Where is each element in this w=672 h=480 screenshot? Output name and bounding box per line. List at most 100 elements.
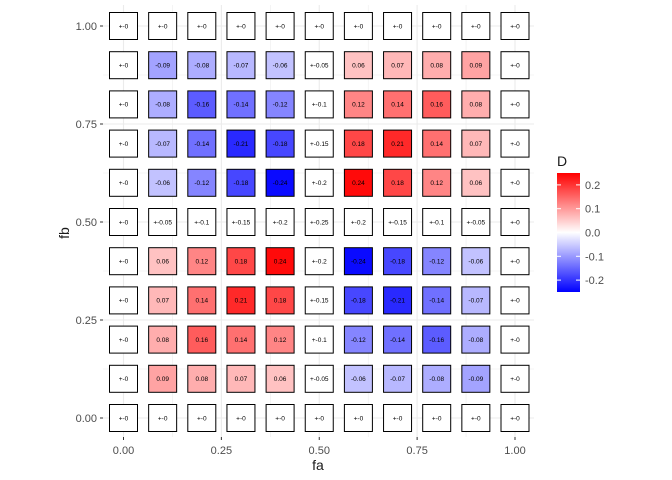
cell-value-label: -0.08 [194,63,209,70]
cell-value-label: +-0 [510,102,520,109]
heatmap-tile [304,286,334,315]
heatmap-tile [461,129,491,158]
heatmap-cell: 0.12 [343,90,373,119]
heatmap-tile [461,51,491,80]
cell-value-label: -0.24 [351,259,366,266]
heatmap-cell: +-0 [500,168,530,197]
cell-value-label: 0.06 [156,259,169,266]
cell-value-label: +-0 [354,415,364,422]
heatmap-tile [109,208,138,236]
heatmap-cell: +-0 [500,404,530,432]
heatmap-cell: -0.12 [422,247,452,276]
cell-value-label: 0.07 [156,298,169,305]
cell-value-label: +-0 [471,415,481,422]
heatmap-tile [226,404,256,432]
heatmap-tile [187,208,217,236]
cell-value-label: +-0 [314,23,324,30]
cell-value-label: +-0.05 [310,376,329,383]
heatmap-cell: +-0.2 [265,208,295,236]
heatmap-cell: 0.24 [265,247,295,276]
heatmap-cell: -0.08 [461,325,491,354]
heatmap-cell: 0.07 [148,286,178,315]
heatmap-tile [343,247,373,276]
heatmap-tile [461,168,491,197]
cell-value-label: +-0 [119,23,129,30]
heatmap-tile [461,12,491,40]
cell-value-label: -0.21 [234,141,249,148]
heatmap-tile [109,364,138,393]
x-axis-title: fa [312,457,324,473]
cell-value-label: -0.14 [234,102,249,109]
x-tick-label: 0.25 [211,445,232,457]
heatmap-cell: +-0.1 [304,90,334,119]
cell-value-label: +-0 [119,298,129,305]
cell-value-label: +-0 [432,415,442,422]
heatmap-tile [422,286,452,315]
heatmap-tile [148,286,178,315]
heatmap-cell: +-0.15 [304,286,334,315]
cell-value-label: +-0 [197,415,207,422]
cell-value-label: -0.12 [194,180,209,187]
heatmap-tile [187,12,217,40]
cell-value-label: 0.06 [470,180,483,187]
heatmap-tile [148,208,178,236]
cell-value-label: +-0 [158,23,168,30]
y-axis-title: fb [56,227,72,239]
heatmap-tile [109,286,138,315]
cell-value-label: +-0 [275,23,285,30]
cell-value-label: +-0 [119,337,129,344]
heatmap-tile [500,364,530,393]
heatmap-cell: +-0.1 [422,208,452,236]
cell-value-label: +-0 [119,180,129,187]
heatmap-cell: +-0 [500,51,530,80]
heatmap-tile [304,404,334,432]
heatmap-cell: +-0 [109,404,138,432]
heatmap-tile [226,208,256,236]
heatmap-tile [343,90,373,119]
heatmap-tile [422,247,452,276]
cell-value-label: -0.06 [155,180,170,187]
heatmap-cell: +-0 [265,12,295,40]
heatmap-cell: -0.06 [148,168,178,197]
cell-value-label: 0.08 [430,63,443,70]
color-legend: D 0.2 0.1 0.0 -0.1 -0.2 [557,153,604,292]
cell-value-label: -0.24 [273,180,288,187]
heatmap-tile [422,168,452,197]
heatmap-cell: +-0 [187,404,217,432]
heatmap-cell: +-0 [148,12,178,40]
heatmap-cell: 0.18 [383,168,413,197]
heatmap-cell: -0.14 [422,286,452,315]
cell-value-label: 0.16 [195,337,208,344]
cell-value-label: +-0 [510,219,520,226]
heatmap-tile [383,325,413,354]
heatmap-cell: 0.09 [461,51,491,80]
heatmap-cell: -0.12 [187,168,217,197]
heatmap-cell: +-0 [265,404,295,432]
heatmap-tile [422,129,452,158]
heatmap-cell: -0.08 [422,364,452,393]
heatmap-tile [422,208,452,236]
heatmap-tile [461,208,491,236]
tile-layer: +-0 +-0 +-0 +-0 +-0 +-0 +-0 +-0 +-0 +-0 +-0 +-0 0.09… [109,12,530,432]
heatmap-cell: +-0 [109,12,138,40]
heatmap-cell: 0.14 [226,325,256,354]
heatmap-tile [461,286,491,315]
cell-value-label: 0.07 [470,141,483,148]
heatmap-cell: +-0.1 [187,208,217,236]
heatmap-tile [226,247,256,276]
heatmap-cell: +-0.05 [461,208,491,236]
heatmap-tile [148,364,178,393]
cell-value-label: +-0.15 [232,219,251,226]
cell-value-label: +-0 [510,63,520,70]
heatmap-cell: +-0 [500,208,530,236]
cell-value-label: -0.07 [155,141,170,148]
x-axis: 0.00 0.25 0.50 0.75 1.00 [113,437,526,457]
cell-value-label: -0.18 [351,298,366,305]
heatmap-tile [422,90,452,119]
heatmap-tile [383,51,413,80]
heatmap-tile [304,12,334,40]
heatmap-tile [500,208,530,236]
heatmap-cell: -0.12 [265,90,295,119]
cell-value-label: +-0 [236,415,246,422]
cell-value-label: 0.08 [156,337,169,344]
